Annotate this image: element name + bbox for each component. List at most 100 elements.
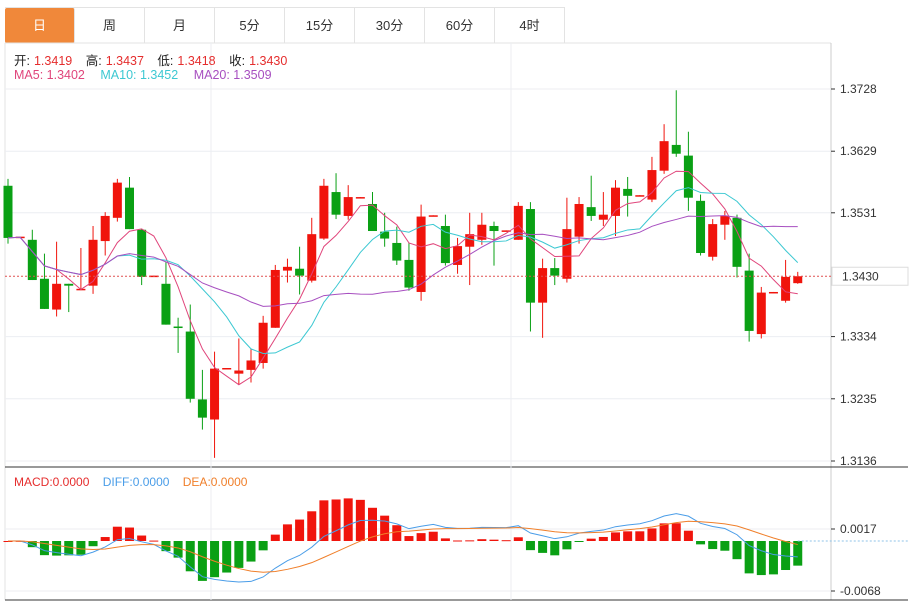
macd-tick-label: -0.0068 [840, 584, 881, 598]
candle-body [465, 234, 475, 247]
macd-bar [744, 541, 754, 574]
high-value: 1.3437 [105, 54, 144, 68]
macd-bar [659, 523, 669, 541]
tab-3[interactable]: 5分 [215, 8, 285, 43]
tab-2[interactable]: 月 [145, 8, 215, 43]
candle [234, 338, 244, 385]
macd-bar [793, 541, 803, 566]
candle-body [793, 276, 803, 284]
macd-bar [440, 538, 450, 541]
tab-4[interactable]: 15分 [285, 8, 355, 43]
candle-body [210, 368, 220, 420]
candle-body [538, 268, 548, 303]
candle-body [574, 203, 584, 237]
macd-bar [453, 540, 463, 542]
candle-body [756, 292, 766, 335]
price-tick-label: 1.3629 [840, 144, 877, 158]
candle [611, 180, 620, 237]
ma5-line [7, 170, 798, 386]
candle-body [234, 370, 244, 374]
candle [501, 230, 511, 232]
candle-body [696, 200, 706, 254]
macd-bar [343, 498, 353, 541]
candle-body [428, 215, 438, 217]
candle [781, 259, 791, 303]
price-tick-label: 1.3235 [840, 392, 877, 406]
candle-body [368, 203, 377, 232]
candle [270, 264, 280, 328]
ma-legend: MA5: 1.3402 MA10: 1.3452 MA20: 1.3509 [14, 68, 276, 82]
candle-body [416, 216, 426, 292]
macd-bar [39, 541, 49, 556]
macd-bar [222, 541, 232, 573]
candle [635, 195, 645, 197]
candle-body [112, 182, 122, 218]
macd-bar [477, 539, 487, 541]
candle-body [197, 399, 207, 418]
tab-5[interactable]: 30分 [355, 8, 425, 43]
macd-bar [647, 528, 657, 541]
macd-bar [234, 541, 244, 568]
ma10-value: MA10: 1.3452 [100, 68, 179, 82]
macd-bar [185, 541, 195, 572]
candle-body [732, 217, 742, 267]
candle-body [380, 231, 390, 239]
candle [550, 258, 560, 286]
macd-bar [392, 525, 402, 541]
macd-bar [538, 541, 548, 553]
ohlc-legend: 开: 1.3419 高: 1.3437 低: 1.3418 收: 1.3430 [14, 50, 291, 69]
macd-bar [88, 541, 98, 547]
candle [88, 225, 98, 294]
candle-body [161, 283, 171, 325]
candle-body [355, 197, 365, 199]
macd-bar [428, 531, 438, 541]
candle-body [744, 270, 754, 331]
candle-body [52, 283, 62, 310]
candle [125, 176, 134, 230]
tab-0[interactable]: 日 [5, 8, 75, 43]
macd-bar [671, 523, 681, 541]
candle [137, 229, 147, 286]
macd-bar [246, 541, 256, 562]
macd-bar [635, 531, 645, 541]
macd-bar [525, 541, 535, 551]
candle-body [404, 259, 414, 288]
candle-body [683, 155, 693, 198]
candle [562, 197, 572, 283]
candle-body [295, 268, 305, 276]
candle [525, 202, 535, 332]
candle-body [343, 197, 353, 216]
candle-body [39, 278, 49, 309]
candle [161, 261, 171, 325]
macd-bar [149, 540, 159, 542]
tab-7[interactable]: 4时 [495, 8, 565, 43]
macd-bar [756, 541, 766, 576]
candle-body [125, 187, 134, 230]
tab-1[interactable]: 周 [75, 8, 145, 43]
candle-body [513, 205, 523, 240]
low-label: 低: [157, 54, 174, 68]
macd-bar [380, 515, 390, 541]
candle [392, 226, 402, 265]
macd-bar [720, 541, 730, 551]
macd-bar [282, 524, 292, 541]
macd-bar [562, 541, 572, 550]
macd-bar [52, 541, 62, 556]
candle-body [258, 322, 268, 363]
candle [465, 212, 475, 286]
candle [52, 241, 62, 317]
candle [586, 175, 596, 221]
macd-bar [586, 538, 596, 541]
macd-bar [258, 541, 268, 551]
candle-body [440, 225, 450, 264]
high-label: 高: [85, 54, 102, 68]
macd-bar [3, 541, 13, 542]
candle [173, 317, 183, 353]
candle-body [185, 331, 195, 399]
candle [793, 271, 803, 284]
macd-bar [112, 526, 122, 541]
tab-6[interactable]: 60分 [425, 8, 495, 43]
candle-body [659, 141, 669, 171]
